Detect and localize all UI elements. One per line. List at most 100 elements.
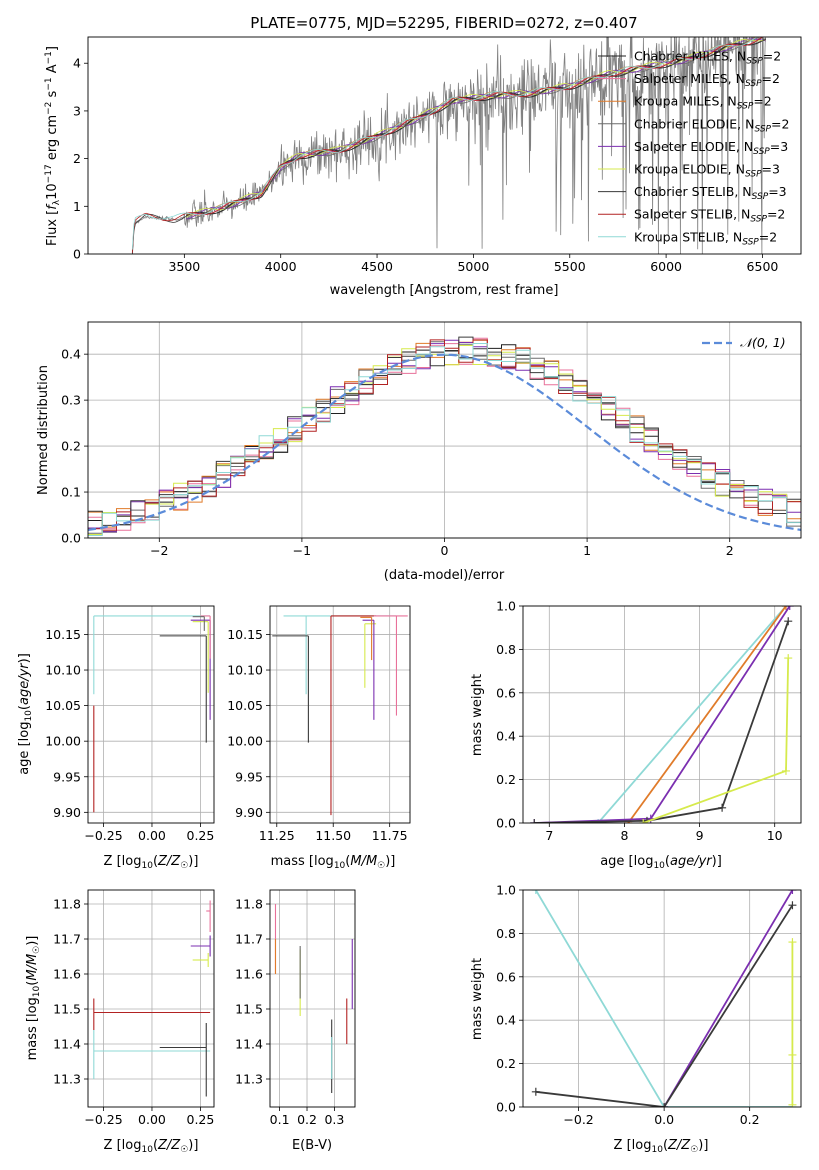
legend-sub: SSP xyxy=(754,124,771,134)
histogram-salpeter_stelib xyxy=(88,339,801,531)
residuals-xtick-label: −2 xyxy=(150,543,168,558)
legend-label-salpeter_stelib: Salpeter STELIB, NSSP=2 xyxy=(634,207,785,225)
mass-vs-z-panel: −0.25 0.00 0.25 11.3 11.4 11.5 11.6 11.7 11.8 Z … xyxy=(25,889,215,1155)
mass-vs-ebv-frame xyxy=(269,889,356,1108)
spectrum-ytick-label: 2 xyxy=(73,151,81,166)
spectrum-model-chabrier_elodie xyxy=(186,37,767,220)
age-vs-mass-frame xyxy=(269,605,411,824)
weight-vs-z-xtick-label: 0.0 xyxy=(654,1112,674,1127)
weight-point-kroupa_miles xyxy=(781,606,790,610)
weight-vs-age-ytick-label: 1.0 xyxy=(496,599,516,614)
weight-point-salpeter_elodie xyxy=(785,606,794,610)
age-vs-z-ytick-label: 10.00 xyxy=(45,734,81,749)
age-vs-z-frame xyxy=(87,605,215,824)
mass-vs-ebv-axes: 0.1 0.2 0.3 11.3 11.4 11.5 11.6 11.7 11.8 xyxy=(235,890,355,1127)
legend-label-chabrier_stelib: Chabrier STELIB, NSSP=3 xyxy=(634,184,787,202)
weight-point-kroupa_elodie xyxy=(788,1100,797,1107)
mass-vs-ebv-xtick-label: 0.3 xyxy=(324,1112,344,1127)
weight-vs-z-ytick-label: 0.4 xyxy=(496,1013,516,1028)
weight-vs-z-panel: −0.2 0.0 0.2 0.0 0.2 0.4 0.6 0.8 1.0 Z [log10(Z/… xyxy=(470,883,802,1155)
age-vs-mass-ytick-label: 10.00 xyxy=(227,734,263,749)
age-vs-mass-xtick-label: 11.50 xyxy=(315,828,351,843)
age-vs-z-ytick-label: 9.90 xyxy=(53,805,81,820)
mass-vs-z-xtick-label: 0.25 xyxy=(187,1112,215,1127)
legend-rest: =3 xyxy=(768,184,786,199)
mass-vs-z-axes: −0.25 0.00 0.25 11.3 11.4 11.5 11.6 11.7 11.8 xyxy=(53,890,214,1127)
weight-point-chabrier_stelib xyxy=(718,803,727,812)
residuals-xlabel: (data-model)/error xyxy=(384,568,505,583)
weight-line-kroupa_stelib xyxy=(535,890,793,1107)
weight-vs-z-xtick-label: −0.2 xyxy=(563,1112,593,1127)
spectrum-xlabel: wavelength [Angstrom, rest frame] xyxy=(330,283,559,298)
weight-vs-age-ytick-label: 0.0 xyxy=(496,816,516,831)
weight-vs-z-ytick-label: 1.0 xyxy=(496,883,516,898)
weight-vs-z-xtick-label: 0.2 xyxy=(740,1112,760,1127)
mass-vs-z-ylabel: mass [log10(M/M☉)] xyxy=(25,936,42,1061)
age-vs-mass-xtick-label: 11.75 xyxy=(372,828,408,843)
spectrum-ytick-label: 3 xyxy=(73,103,81,118)
residual-histograms xyxy=(88,336,801,536)
weight-vs-z-ylabel: mass weight xyxy=(470,958,485,1040)
spectrum-xtick-label: 5000 xyxy=(457,259,489,274)
weight-line-salpeter_elodie xyxy=(663,890,794,1107)
age-vs-z-ytick-label: 10.05 xyxy=(45,698,81,713)
legend-sub: SSP xyxy=(752,192,769,202)
legend-sub: SSP xyxy=(750,215,767,225)
residuals-ytick-label: 0.4 xyxy=(61,347,81,362)
age-vs-mass-points xyxy=(272,615,408,816)
legend-sub: SSP xyxy=(737,102,754,112)
weight-vs-z-lines xyxy=(531,890,797,1107)
spectrum-model-salpeter_stelib xyxy=(131,37,765,253)
weight-vs-age-lines xyxy=(530,606,794,823)
legend-sub: SSP xyxy=(742,237,759,247)
residuals-xtick-label: 0 xyxy=(441,543,449,558)
weight-point-chabrier_stelib xyxy=(660,1103,669,1107)
spectrum-xtick-label: 6500 xyxy=(747,259,779,274)
spectrum-legend: Chabrier MILES, NSSP=2 Salpeter MILES, NS… xyxy=(598,49,789,247)
mass-vs-ebv-ytick-label: 11.8 xyxy=(235,897,263,912)
weight-point-chabrier_stelib xyxy=(530,819,539,823)
gaussian-legend-label: 𝒩(0, 1) xyxy=(740,335,786,350)
weight-line-chabrier_stelib xyxy=(534,620,790,823)
legend-rest: =2 xyxy=(763,49,781,64)
residuals-panel: −2 −1 0 1 2 0.0 0.1 0.2 0.3 0.4 𝒩(0, 1) (data-mode… xyxy=(36,321,802,583)
age-vs-mass-panel: 11.25 11.50 11.75 9.90 9.95 10.00 10.05 10.10 10… xyxy=(227,605,411,871)
weight-vs-age-xtick-label: 8 xyxy=(620,828,628,843)
age-vs-mass-plot: 11.25 11.50 11.75 9.90 9.95 10.00 10.05 10.10 10… xyxy=(227,605,411,843)
mass-vs-ebv-xtick-label: 0.2 xyxy=(297,1112,317,1127)
weight-point-chabrier_stelib xyxy=(531,1087,540,1096)
weight-point-kroupa_stelib xyxy=(531,890,540,894)
legend-rest: =2 xyxy=(759,229,777,244)
weight-vs-z-plot: −0.2 0.0 0.2 0.0 0.2 0.4 0.6 0.8 1.0 xyxy=(496,883,802,1127)
weight-line-chabrier_stelib xyxy=(535,904,794,1107)
age-vs-z-ytick-label: 10.15 xyxy=(45,627,81,642)
weight-vs-z-ytick-label: 0.2 xyxy=(496,1056,516,1071)
residuals-ytick-label: 0.0 xyxy=(61,531,81,546)
legend-sub: SSP xyxy=(753,147,770,157)
age-vs-z-points xyxy=(93,615,211,813)
spectrum-ytick-label: 0 xyxy=(73,247,81,262)
spectrum-axes: 3500 4000 4500 5000 5500 6000 6500 0 1 2 3 4 xyxy=(73,56,778,274)
weight-point-kroupa_elodie xyxy=(781,766,790,775)
spectrum-model-kroupa_stelib xyxy=(131,37,758,250)
spectrum-title: PLATE=0775, MJD=52295, FIBERID=0272, z=0… xyxy=(250,14,637,32)
legend-label-chabrier_miles: Chabrier MILES, NSSP=2 xyxy=(634,49,781,67)
weight-vs-age-xtick-label: 10 xyxy=(767,828,783,843)
mass-vs-z-ytick-label: 11.8 xyxy=(53,897,81,912)
age-vs-z-xtick-label: −0.25 xyxy=(84,828,122,843)
weight-point-kroupa_elodie xyxy=(788,1050,797,1059)
age-vs-z-ylabel: age [log10(age/yr)] xyxy=(17,653,34,775)
weight-vs-age-xtick-label: 9 xyxy=(696,828,704,843)
weight-line-kroupa_miles xyxy=(627,606,787,823)
weight-point-chabrier_stelib xyxy=(784,617,793,626)
spectrum-frame xyxy=(87,36,802,255)
mass-vs-ebv-ytick-label: 11.3 xyxy=(235,1072,263,1087)
weight-vs-age-xlabel: age [log10(age/yr)] xyxy=(600,854,722,871)
mass-vs-z-ytick-label: 11.3 xyxy=(53,1072,81,1087)
weight-vs-z-axes: −0.2 0.0 0.2 0.0 0.2 0.4 0.6 0.8 1.0 xyxy=(496,883,801,1127)
weight-point-kroupa_elodie xyxy=(639,819,648,823)
spectrum-xtick-label: 5500 xyxy=(554,259,586,274)
age-vs-mass-xlabel: mass [log10(M/M☉)] xyxy=(271,854,396,871)
spectrum-ytick-label: 4 xyxy=(73,56,81,71)
mass-vs-z-xtick-label: 0.00 xyxy=(138,1112,166,1127)
